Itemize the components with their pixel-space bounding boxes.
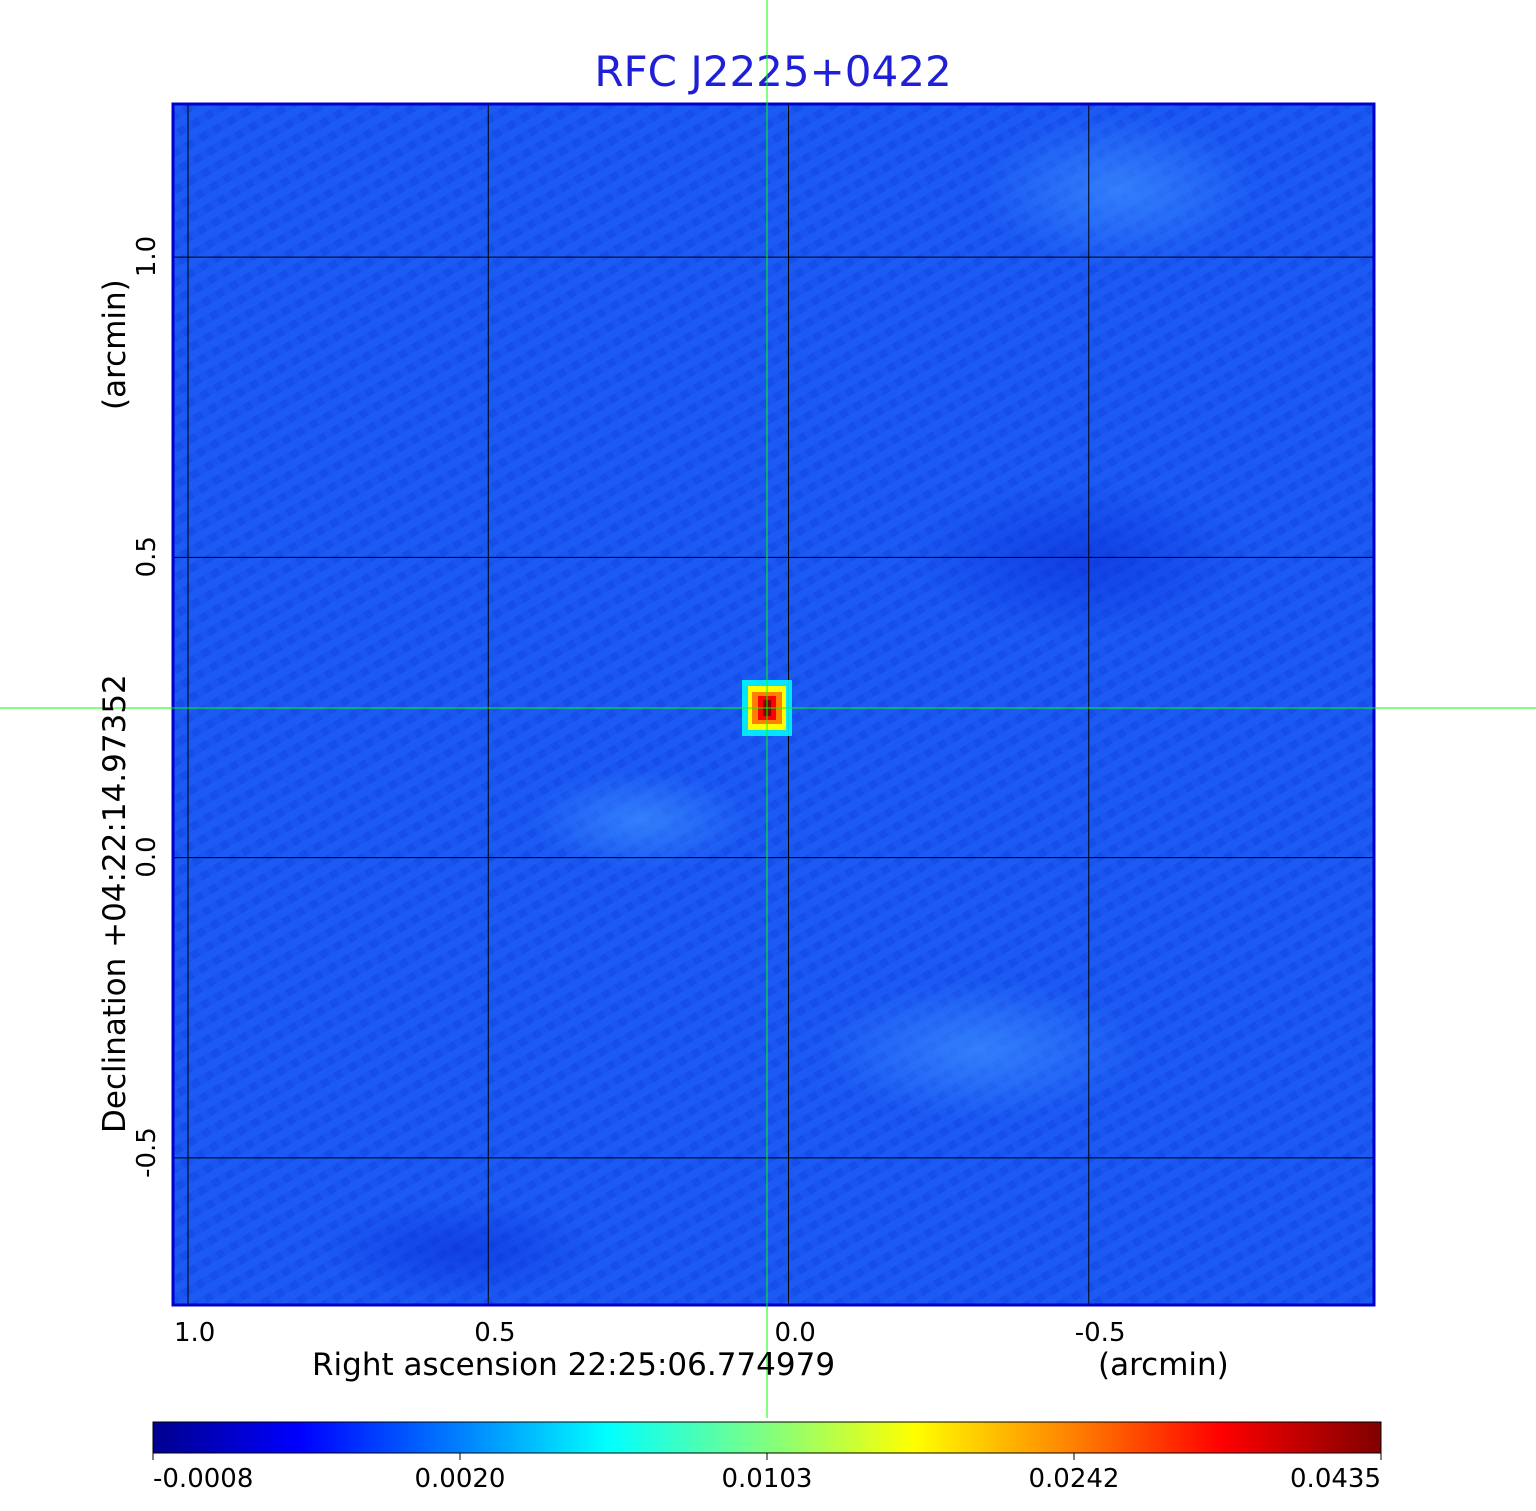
- colorbar-tick-label: 0.0020: [415, 1464, 506, 1494]
- bright-region: [820, 980, 1140, 1120]
- dark-region: [320, 1200, 600, 1300]
- y-axis-unit: (arcmin): [97, 279, 133, 410]
- x-axis-unit: (arcmin): [1098, 1347, 1229, 1383]
- colorbar-gradient: [152, 1421, 1382, 1454]
- x-tick-label: 1.0: [174, 1318, 215, 1348]
- y-axis-label: Declination +04:22:14.97352: [97, 674, 133, 1133]
- colorbar-ticks: -0.0008 0.0020 0.0103 0.0242 0.0435: [152, 1453, 1382, 1494]
- y-tick-label: -0.5: [132, 1127, 162, 1178]
- y-tick-label: 0.0: [132, 836, 162, 877]
- image-frame: [171, 102, 1376, 1307]
- x-axis-label: Right ascension 22:25:06.774979: [312, 1347, 835, 1383]
- y-tick-label: 0.5: [132, 536, 162, 577]
- y-tick-label: 1.0: [132, 236, 162, 277]
- colorbar-tick-label: 0.0103: [722, 1464, 813, 1494]
- y-tick-labels: 1.0 0.5 0.0 -0.5: [132, 236, 162, 1178]
- image-panel: [171, 102, 1376, 1307]
- colorbar-tick-label: -0.0008: [153, 1464, 253, 1494]
- bright-region: [980, 115, 1260, 265]
- colorbar: -0.0008 0.0020 0.0103 0.0242 0.0435: [152, 1421, 1382, 1494]
- dark-region: [910, 480, 1250, 640]
- x-tick-labels: 1.0 0.5 0.0 -0.5: [174, 1318, 1125, 1348]
- x-tick-label: 0.5: [474, 1318, 515, 1348]
- bright-region: [530, 770, 750, 870]
- x-tick-label: -0.5: [1075, 1318, 1126, 1348]
- chart-title: RFC J2225+0422: [594, 47, 951, 96]
- colorbar-tick-label: 0.0435: [1290, 1464, 1381, 1494]
- x-tick-label: 0.0: [775, 1318, 816, 1348]
- colorbar-tick-label: 0.0242: [1029, 1464, 1120, 1494]
